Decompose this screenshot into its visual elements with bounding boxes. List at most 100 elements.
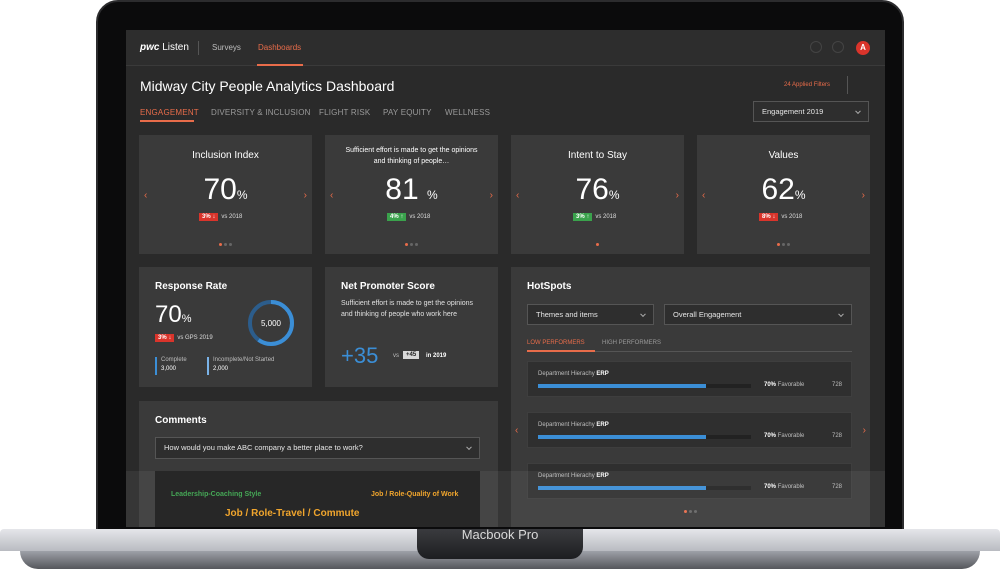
nps-card: Net Promoter Score Sufficient effort is …	[325, 267, 498, 387]
tab-engagement[interactable]: ENGAGEMENT	[140, 108, 199, 117]
complete-stat: Complete 3,000	[155, 357, 187, 375]
chevron-left-icon[interactable]: ‹	[702, 190, 706, 201]
nps-score: +35	[341, 343, 379, 368]
chevron-left-icon[interactable]: ‹	[516, 190, 520, 201]
hotspot-favorable: 70% Favorable	[764, 433, 805, 439]
word-cloud: Leadership-Coaching Style Job / Role-Qua…	[155, 471, 480, 527]
word-cloud-term[interactable]: Job / Role-Travel / Commute	[225, 508, 360, 519]
metric-delta: 8% ↓ vs 2018	[759, 213, 802, 221]
app-logo[interactable]: pwc Listen	[140, 42, 189, 53]
donut-total: 5,000	[261, 319, 282, 328]
year-select[interactable]: Engagement 2019	[753, 101, 869, 122]
carousel-dots[interactable]	[325, 243, 498, 246]
chevron-left-icon[interactable]: ‹	[515, 425, 519, 436]
themes-select[interactable]: Themes and items	[527, 304, 654, 325]
chevron-down-icon	[838, 310, 844, 317]
hotspot-bar	[538, 435, 751, 439]
metric-delta: 3% ↑ vs 2018	[573, 213, 616, 221]
metric-value: 70%	[203, 173, 248, 206]
hotspot-count: 728	[832, 382, 843, 388]
hotspots-title: HotSpots	[527, 281, 572, 292]
tab-high-performers[interactable]: HIGH PERFORMERS	[602, 340, 662, 346]
filters-separator	[847, 76, 848, 94]
response-rate-card: Response Rate 70% 3% ↓ vs GPS 2019 5,000 …	[139, 267, 312, 387]
metric-title: Intent to Stay	[568, 150, 627, 161]
page-title: Midway City People Analytics Dashboard	[140, 78, 395, 94]
engagement-select[interactable]: Overall Engagement	[664, 304, 852, 325]
chevron-left-icon[interactable]: ‹	[330, 190, 334, 201]
response-rate-title: Response Rate	[155, 281, 228, 292]
chevron-right-icon[interactable]: ›	[303, 190, 307, 201]
laptop-base	[0, 529, 1000, 575]
metric-card-inclusion[interactable]: Inclusion Index ‹ › 70% 3% ↓ vs 2018	[139, 135, 312, 254]
avatar[interactable]: A	[856, 41, 870, 55]
hotspot-label: Department Hierachy ERP	[538, 371, 609, 377]
search-icon[interactable]	[810, 41, 822, 53]
nps-question: Sufficient effort is made to get the opi…	[341, 300, 474, 318]
comments-question-value: How would you make ABC company a better …	[164, 443, 363, 452]
applied-filters-link[interactable]: 24 Applied Filters	[784, 82, 831, 88]
hotspot-count: 728	[832, 433, 843, 439]
incomplete-value: 2,000	[213, 366, 229, 372]
hotspot-label: Department Hierachy ERP	[538, 422, 609, 428]
chevron-right-icon[interactable]: ›	[862, 425, 866, 436]
metric-title: Inclusion Index	[192, 150, 259, 161]
year-select-value: Engagement 2019	[762, 107, 824, 116]
tab-diversity-inclusion[interactable]: DIVERSITY & INCLUSION	[211, 108, 311, 117]
metric-card-sufficient-effort[interactable]: Sufficient effort is made to get the opi…	[325, 135, 498, 254]
hotspot-label: Department Hierachy ERP	[538, 473, 609, 479]
nav-dashboards[interactable]: Dashboards	[258, 43, 302, 52]
carousel-dots[interactable]	[511, 243, 684, 246]
carousel-dots[interactable]	[139, 243, 312, 246]
response-rate-value: 70%	[155, 301, 192, 328]
incomplete-stat: Incomplete/Not Started 2,000	[207, 357, 274, 375]
themes-select-value: Themes and items	[536, 310, 598, 319]
chevron-right-icon[interactable]: ›	[861, 190, 865, 201]
hotspot-row[interactable]: Department Hierachy ERP 70% Favorable 72…	[527, 463, 852, 499]
base-bottom	[20, 551, 980, 569]
engagement-select-value: Overall Engagement	[673, 310, 742, 319]
tab-low-performers[interactable]: LOW PERFORMERS	[527, 340, 585, 346]
hinge-notch	[417, 529, 583, 559]
carousel-dots[interactable]	[511, 510, 870, 513]
response-donut: 5,000	[248, 300, 294, 346]
chevron-down-icon	[640, 310, 646, 317]
nps-year: in 2019	[426, 353, 447, 359]
tab-wellness[interactable]: WELLNESS	[445, 108, 491, 117]
tab-flight-risk[interactable]: FLIGHT RISK	[319, 108, 371, 117]
hotspot-bar	[538, 486, 751, 490]
chevron-left-icon[interactable]: ‹	[144, 190, 148, 201]
metric-value: 76%	[575, 173, 620, 206]
chevron-right-icon[interactable]: ›	[675, 190, 679, 201]
settings-icon[interactable]	[832, 41, 844, 53]
nav-surveys[interactable]: Surveys	[212, 43, 241, 52]
app-screen: pwc Listen Surveys Dashboards A Midway C…	[126, 30, 885, 527]
hotspot-bar	[538, 384, 751, 388]
nav-separator	[198, 41, 199, 55]
metric-value: 81 %	[385, 173, 438, 206]
metric-delta: 4% ↑ vs 2018	[387, 213, 430, 221]
hotspots-tab-line	[527, 351, 852, 352]
hotspots-tab-indicator	[527, 350, 595, 352]
comments-question-select[interactable]: How would you make ABC company a better …	[155, 437, 480, 459]
response-rate-delta: 3% ↓ vs GPS 2019	[155, 334, 213, 342]
hotspot-favorable: 70% Favorable	[764, 484, 805, 490]
metric-card-intent-to-stay[interactable]: Intent to Stay ‹ › 76% 3% ↑ vs 2018	[511, 135, 684, 254]
chevron-right-icon[interactable]: ›	[489, 190, 493, 201]
incomplete-label: Incomplete/Not Started	[213, 357, 275, 363]
comments-title: Comments	[155, 415, 207, 426]
word-cloud-term[interactable]: Leadership-Coaching Style	[171, 491, 262, 498]
carousel-dots[interactable]	[697, 243, 870, 246]
nps-delta: +45	[403, 351, 420, 359]
donut-arc	[248, 300, 294, 346]
word-cloud-term[interactable]: Job / Role-Quality of Work	[371, 491, 459, 498]
complete-label: Complete	[161, 357, 187, 363]
hotspot-row[interactable]: Department Hierachy ERP 70% Favorable 72…	[527, 412, 852, 448]
hotspot-row[interactable]: Department Hierachy ERP 70% Favorable 72…	[527, 361, 852, 397]
tab-pay-equity[interactable]: PAY EQUITY	[383, 108, 432, 117]
tab-active-indicator	[140, 120, 194, 122]
top-nav: pwc Listen Surveys Dashboards A	[126, 30, 885, 66]
device-label: Macbook Pro	[461, 527, 539, 542]
metric-card-values[interactable]: Values ‹ › 62% 8% ↓ vs 2018	[697, 135, 870, 254]
